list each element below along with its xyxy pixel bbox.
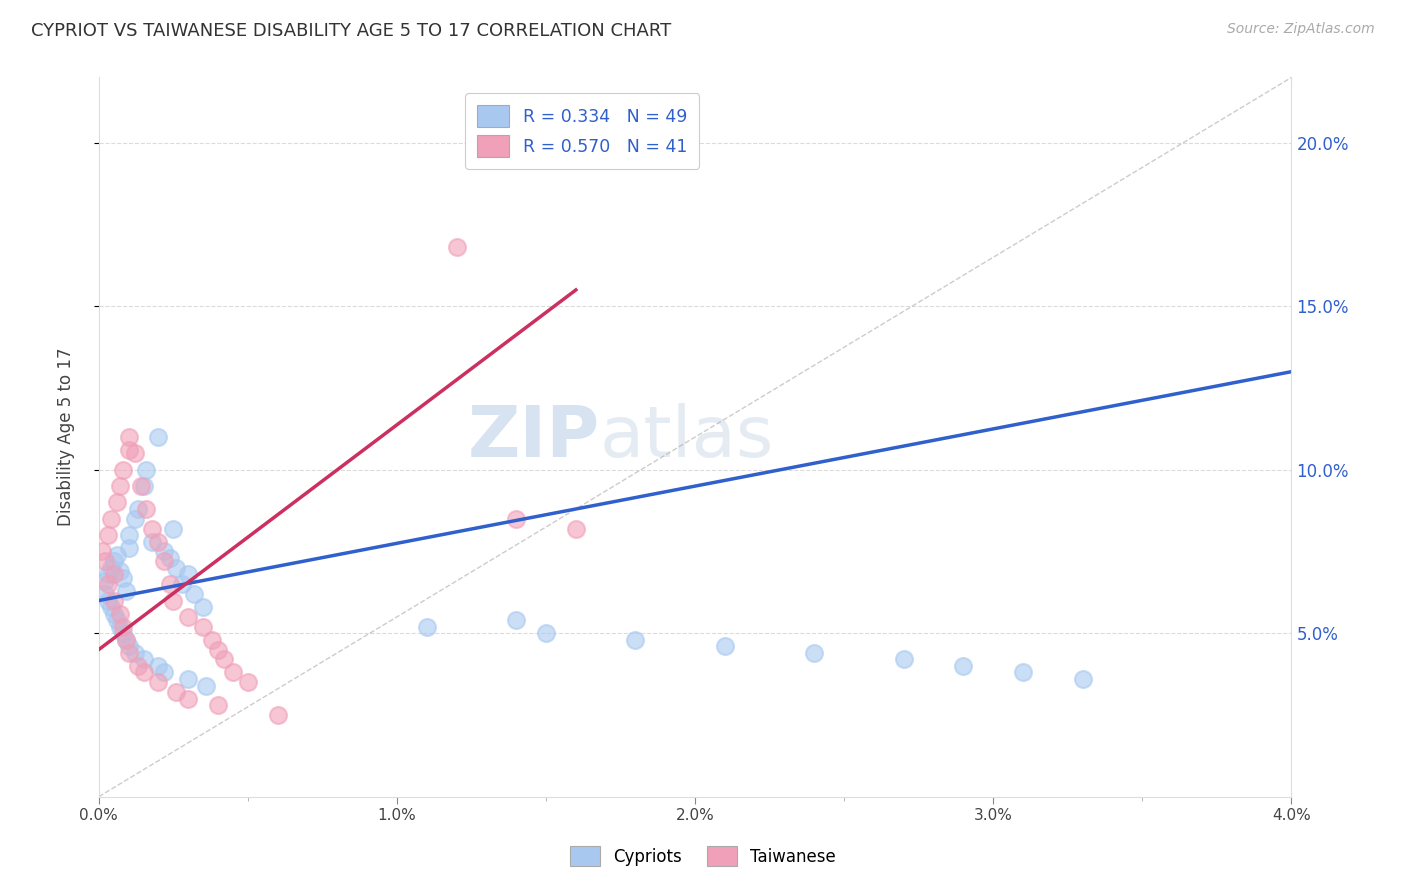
Point (1071, 672, 1094, 686)
Point (195, 679, 218, 693)
Point (148, 675, 170, 690)
Point (127, 502, 149, 516)
Point (108, 479, 131, 493)
Point (97, 577, 120, 591)
Point (90, 544, 112, 558)
Point (624, 632, 647, 647)
Point (105, 613, 128, 627)
Point (105, 495, 128, 509)
Point (117, 528, 139, 542)
Point (148, 659, 170, 673)
Point (94, 554, 117, 568)
Text: atlas: atlas (600, 402, 775, 472)
Point (100, 561, 122, 575)
Point (124, 446, 146, 460)
Point (148, 534, 170, 549)
Point (108, 564, 131, 578)
Point (129, 479, 152, 493)
Point (103, 554, 125, 568)
Point (97, 528, 120, 542)
Point (141, 534, 163, 549)
Y-axis label: Disability Age 5 to 17: Disability Age 5 to 17 (58, 348, 75, 526)
Point (117, 430, 139, 444)
Point (446, 240, 468, 254)
Point (153, 544, 176, 558)
Point (124, 512, 146, 526)
Point (108, 620, 131, 634)
Point (103, 567, 125, 582)
Point (201, 632, 224, 647)
Point (132, 652, 155, 666)
Point (103, 607, 125, 621)
Point (565, 522, 588, 536)
Point (114, 632, 136, 647)
Point (183, 587, 205, 601)
Point (103, 593, 125, 607)
Point (153, 665, 176, 680)
Point (893, 652, 915, 666)
Point (803, 646, 825, 660)
Point (162, 522, 184, 536)
Point (191, 600, 214, 615)
Point (117, 541, 139, 556)
Point (177, 672, 200, 686)
Text: Source: ZipAtlas.com: Source: ZipAtlas.com (1227, 22, 1375, 37)
Point (117, 646, 139, 660)
Point (117, 443, 139, 458)
Point (148, 430, 170, 444)
Point (162, 593, 184, 607)
Point (212, 652, 235, 666)
Point (177, 567, 200, 582)
Point (94, 587, 117, 601)
Point (100, 512, 122, 526)
Point (191, 620, 214, 634)
Point (141, 522, 163, 536)
Point (416, 620, 439, 634)
Point (505, 512, 527, 526)
Point (153, 554, 176, 568)
Point (207, 642, 229, 657)
Point (207, 698, 229, 713)
Point (111, 626, 134, 640)
Point (114, 632, 136, 647)
Point (177, 610, 200, 624)
Point (94, 574, 117, 588)
Point (177, 691, 200, 706)
Point (108, 607, 131, 621)
Legend: R = 0.334   N = 49, R = 0.570   N = 41: R = 0.334 N = 49, R = 0.570 N = 41 (465, 94, 699, 169)
Point (132, 665, 155, 680)
Point (117, 640, 139, 654)
Point (111, 620, 134, 634)
Point (534, 626, 557, 640)
Point (97, 593, 120, 607)
Point (105, 548, 128, 562)
Point (714, 640, 737, 654)
Point (222, 665, 245, 680)
Point (111, 571, 134, 585)
Point (165, 685, 187, 699)
Point (172, 577, 194, 591)
Point (132, 479, 155, 493)
Point (165, 561, 187, 575)
Legend: Cypriots, Taiwanese: Cypriots, Taiwanese (564, 839, 842, 873)
Point (159, 577, 181, 591)
Point (159, 551, 181, 566)
Text: CYPRIOT VS TAIWANESE DISABILITY AGE 5 TO 17 CORRELATION CHART: CYPRIOT VS TAIWANESE DISABILITY AGE 5 TO… (31, 22, 671, 40)
Point (124, 646, 146, 660)
Point (114, 583, 136, 598)
Point (267, 708, 290, 723)
Point (135, 463, 157, 477)
Point (135, 502, 157, 516)
Point (111, 463, 134, 477)
Point (505, 613, 527, 627)
Point (236, 675, 259, 690)
Point (97, 567, 120, 582)
Point (952, 659, 974, 673)
Point (1012, 665, 1035, 680)
Point (100, 600, 122, 615)
Text: ZIP: ZIP (467, 402, 600, 472)
Point (127, 659, 149, 673)
